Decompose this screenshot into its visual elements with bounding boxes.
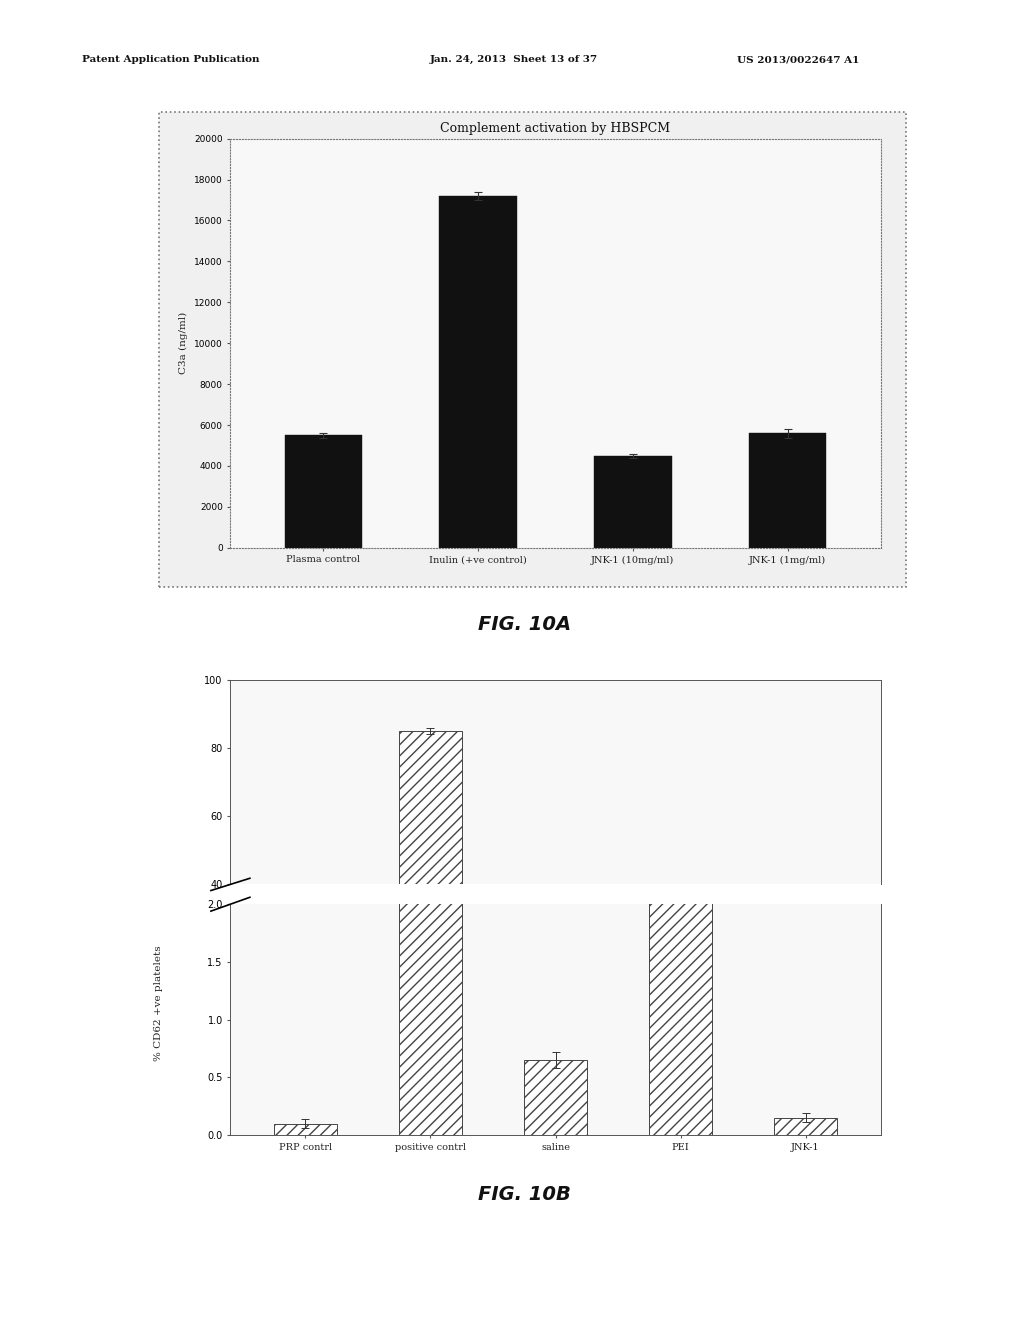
Bar bbox=[649, 908, 712, 1020]
Bar bbox=[399, 0, 462, 1135]
Y-axis label: C3a (ng/ml): C3a (ng/ml) bbox=[179, 312, 188, 375]
Bar bbox=[524, 1060, 587, 1135]
Bar bbox=[774, 1118, 837, 1135]
Bar bbox=[439, 195, 517, 548]
Bar bbox=[285, 436, 362, 548]
Bar bbox=[594, 455, 672, 548]
Title: Complement activation by HBSPCM: Complement activation by HBSPCM bbox=[440, 121, 671, 135]
Text: % CD62 +ve platelets: % CD62 +ve platelets bbox=[155, 945, 163, 1061]
Text: FIG. 10A: FIG. 10A bbox=[478, 615, 570, 634]
Text: FIG. 10B: FIG. 10B bbox=[478, 1185, 570, 1204]
Text: Patent Application Publication: Patent Application Publication bbox=[82, 55, 259, 65]
Bar bbox=[399, 731, 462, 1020]
Bar bbox=[649, 0, 712, 1135]
Text: US 2013/0022647 A1: US 2013/0022647 A1 bbox=[737, 55, 860, 65]
Text: Jan. 24, 2013  Sheet 13 of 37: Jan. 24, 2013 Sheet 13 of 37 bbox=[430, 55, 598, 65]
Bar bbox=[524, 1019, 587, 1020]
Bar bbox=[749, 433, 826, 548]
Bar bbox=[274, 1123, 337, 1135]
